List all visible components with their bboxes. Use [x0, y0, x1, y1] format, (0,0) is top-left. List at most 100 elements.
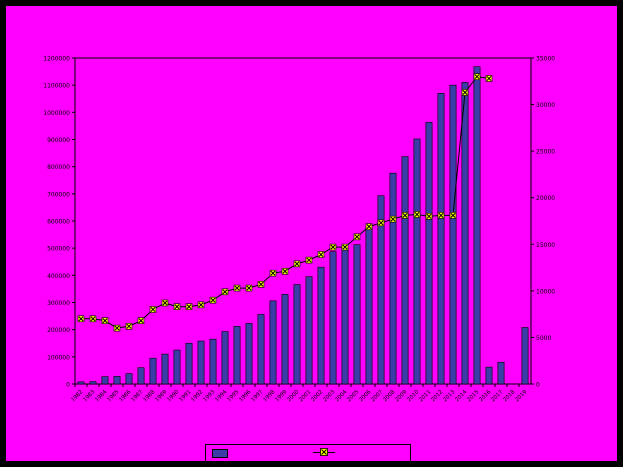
y-left-tick-label: 700000	[47, 191, 70, 198]
x-tick-label: 2018	[502, 389, 516, 403]
line-marker-cross	[378, 220, 384, 226]
bar	[221, 331, 229, 385]
line-marker-cross	[474, 74, 480, 80]
bar	[425, 122, 433, 385]
bar	[341, 247, 349, 385]
x-tick-label: 2019	[514, 389, 528, 403]
line-marker-cross	[294, 261, 300, 267]
bar	[161, 353, 169, 385]
x-tick-label: 2006	[358, 389, 372, 403]
bar	[293, 284, 301, 385]
line-marker-cross	[150, 306, 156, 313]
line-marker-cross	[354, 234, 360, 240]
bar	[401, 156, 409, 385]
line-marker-cross	[126, 323, 132, 329]
bar	[413, 138, 421, 385]
bar	[497, 361, 505, 385]
bar	[473, 66, 481, 385]
bar	[305, 276, 313, 385]
x-tick-label: 2001	[298, 389, 312, 403]
y-left-tick-label: 400000	[47, 273, 70, 280]
bar	[89, 381, 97, 385]
bar	[377, 195, 385, 385]
line-marker-cross	[246, 285, 252, 291]
bar	[449, 84, 457, 385]
x-tick-label: 1995	[226, 389, 240, 403]
line-marker-cross	[318, 251, 324, 258]
x-tick-label: 2004	[334, 389, 348, 403]
x-tick-label: 2003	[322, 389, 336, 403]
line-marker-cross	[162, 300, 168, 306]
bar	[521, 327, 529, 385]
line-marker-cross	[426, 213, 432, 219]
bar	[329, 251, 337, 385]
y-right-tick-label: 0	[536, 382, 540, 389]
y-left-tick-label: 1000000	[43, 110, 70, 117]
y-left-tick-label: 800000	[47, 164, 70, 171]
x-tick-label: 1996	[238, 389, 252, 403]
x-tick-label: 2017	[490, 389, 504, 403]
bar	[317, 266, 325, 385]
line-marker-cross	[198, 302, 204, 308]
y-left-tick-label: 0	[66, 382, 70, 389]
line-marker-cross	[258, 281, 264, 287]
x-tick-label: 2015	[466, 389, 480, 403]
line-marker-cross	[90, 316, 96, 322]
y-left-tick-label: 100000	[47, 354, 70, 361]
y-left-tick-label: 600000	[47, 219, 70, 226]
bar	[233, 326, 241, 385]
y-right-tick-label: 15000	[536, 242, 555, 249]
x-tick-label: 1990	[166, 389, 180, 403]
x-tick-label: 2007	[370, 389, 384, 403]
line-marker-cross	[414, 211, 420, 218]
line-marker-cross	[138, 318, 144, 324]
y-left-tick-label: 300000	[47, 300, 70, 307]
bar	[485, 366, 493, 385]
line-marker-cross	[390, 216, 396, 222]
bar	[113, 376, 121, 385]
y-left-tick-label: 200000	[47, 327, 70, 334]
legend-bar-swatch	[212, 449, 228, 458]
line-marker-cross	[78, 316, 84, 322]
bar	[125, 373, 133, 385]
chart-area: 0 100000 200000 300000 400000 500000 600000 700…	[6, 6, 617, 462]
bar	[365, 225, 373, 385]
line-marker-cross	[342, 244, 348, 250]
line-marker-cross	[366, 224, 372, 230]
x-tick-label: 1985	[106, 389, 120, 403]
line-marker-cross	[306, 257, 312, 263]
line-marker-cross	[486, 75, 492, 82]
y-right-tick-label: 25000	[536, 149, 555, 156]
bar	[173, 349, 181, 385]
x-tick-label: 1998	[262, 389, 276, 403]
x-tick-label: 2008	[382, 389, 396, 403]
line-marker-cross	[114, 325, 120, 331]
line-marker-cross	[282, 268, 288, 274]
y-right-tick-label: 30000	[536, 102, 555, 109]
line-marker-cross	[270, 270, 276, 276]
x-tick-label: 1994	[214, 389, 228, 403]
bar	[185, 342, 193, 385]
x-tick-label: 1988	[142, 389, 156, 403]
chart-legend	[205, 444, 411, 462]
y-left-tick-label: 1200000	[43, 56, 70, 63]
y-right-tick-label: 20000	[536, 195, 555, 202]
x-tick-label: 2012	[430, 389, 444, 403]
x-tick-label: 1983	[82, 389, 96, 403]
chart-svg: 0100000200000300000400000500000600000700…	[43, 56, 555, 404]
line-marker-cross	[450, 212, 456, 218]
y-right-tick-label: 5000	[536, 335, 551, 342]
x-tick-label: 1984	[94, 389, 108, 403]
x-tick-label: 2014	[454, 389, 468, 403]
line-marker-cross	[402, 212, 408, 218]
line-marker-cross	[174, 304, 180, 310]
bar	[389, 172, 397, 385]
bar	[437, 93, 445, 385]
x-tick-label: 1987	[130, 389, 144, 403]
bar	[149, 357, 157, 385]
line-marker-cross	[438, 212, 444, 218]
bar	[209, 338, 217, 385]
x-tick-label: 1991	[178, 389, 192, 403]
x-tick-label: 2013	[442, 389, 456, 403]
